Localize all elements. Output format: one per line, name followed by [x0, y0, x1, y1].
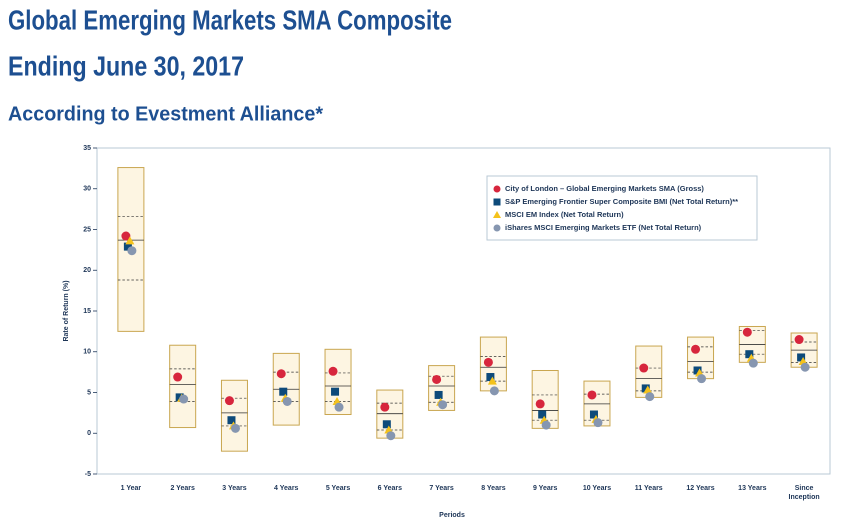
x-tick-label: 13 Years: [738, 485, 766, 492]
x-tick-label: 5 Years: [326, 485, 351, 492]
range-box: [169, 344, 197, 429]
x-tick-label: Since Inception: [789, 485, 820, 501]
chart-title: Ending June 30, 2017: [8, 50, 244, 81]
y-axis-label: Rate of Return (%): [63, 280, 70, 341]
y-tick-label: 5: [87, 389, 91, 396]
legend-label: City of London – Global Emerging Markets…: [505, 184, 704, 193]
marker: [121, 231, 131, 241]
x-tick-label: 2 Years: [170, 485, 195, 492]
range-box: [220, 379, 248, 452]
marker: [693, 366, 702, 375]
marker: [489, 386, 499, 396]
x-tick-label: 4 Years: [274, 485, 299, 492]
marker: [800, 362, 810, 372]
marker: [438, 400, 448, 410]
legend-swatch: [493, 185, 501, 193]
marker: [382, 420, 391, 429]
marker: [748, 358, 758, 368]
marker: [380, 402, 390, 412]
marker: [125, 236, 135, 245]
y-tick-label: 35: [83, 145, 91, 152]
marker: [794, 335, 804, 345]
marker: [541, 420, 551, 430]
legend-label: iShares MSCI Emerging Markets ETF (Net T…: [505, 223, 702, 232]
legend-label: MSCI EM Index (Net Total Return): [505, 210, 624, 219]
marker: [230, 423, 240, 433]
legend-label: S&P Emerging Frontier Super Composite BM…: [505, 197, 738, 206]
x-tick-label: 9 Years: [533, 485, 558, 492]
chart-title: Global Emerging Markets SMA Composite: [8, 4, 452, 35]
x-tick-label: 6 Years: [378, 485, 403, 492]
marker: [123, 242, 132, 251]
y-tick-label: -5: [85, 471, 91, 478]
marker: [282, 396, 292, 406]
x-axis-label: Periods: [439, 512, 465, 519]
y-tick-label: 30: [83, 186, 91, 193]
legend-swatch: [493, 224, 501, 232]
marker: [797, 353, 806, 362]
x-tick-label: 7 Years: [429, 485, 454, 492]
marker: [641, 384, 650, 393]
marker: [538, 410, 547, 419]
marker: [486, 373, 495, 382]
marker: [279, 387, 288, 396]
marker: [224, 396, 234, 406]
marker: [745, 350, 754, 359]
marker: [593, 418, 603, 428]
x-tick-label: 12 Years: [686, 485, 714, 492]
marker: [328, 366, 338, 376]
x-tick-label: 1 Year: [121, 485, 142, 492]
chart-subtitle: According to Evestment Alliance*: [8, 103, 323, 125]
marker: [643, 385, 653, 394]
marker: [227, 416, 236, 425]
marker: [645, 392, 655, 402]
x-tick-label: 10 Years: [583, 485, 611, 492]
y-tick-label: 15: [83, 308, 91, 315]
marker: [386, 431, 396, 441]
y-tick-label: 20: [83, 267, 91, 274]
range-box: [428, 365, 456, 411]
marker: [432, 374, 442, 384]
marker: [334, 402, 344, 412]
marker: [639, 363, 649, 373]
x-tick-label: 8 Years: [481, 485, 506, 492]
y-tick-label: 25: [83, 226, 91, 233]
marker: [127, 246, 137, 256]
marker: [331, 387, 340, 396]
x-tick-label: 3 Years: [222, 485, 247, 492]
marker: [276, 369, 286, 379]
legend-swatch: [493, 211, 501, 218]
marker: [691, 344, 701, 354]
y-tick-label: 0: [87, 430, 91, 437]
marker: [589, 410, 598, 419]
marker: [434, 390, 443, 399]
marker: [697, 374, 707, 384]
marker: [535, 399, 545, 409]
x-tick-label: 11 Years: [635, 485, 663, 492]
marker: [587, 390, 597, 400]
marker: [173, 372, 183, 382]
marker: [483, 357, 493, 367]
legend: [486, 175, 758, 241]
marker: [487, 376, 497, 385]
marker: [742, 327, 752, 337]
marker: [179, 394, 189, 404]
legend-swatch: [493, 198, 501, 206]
y-tick-label: 10: [83, 349, 91, 356]
